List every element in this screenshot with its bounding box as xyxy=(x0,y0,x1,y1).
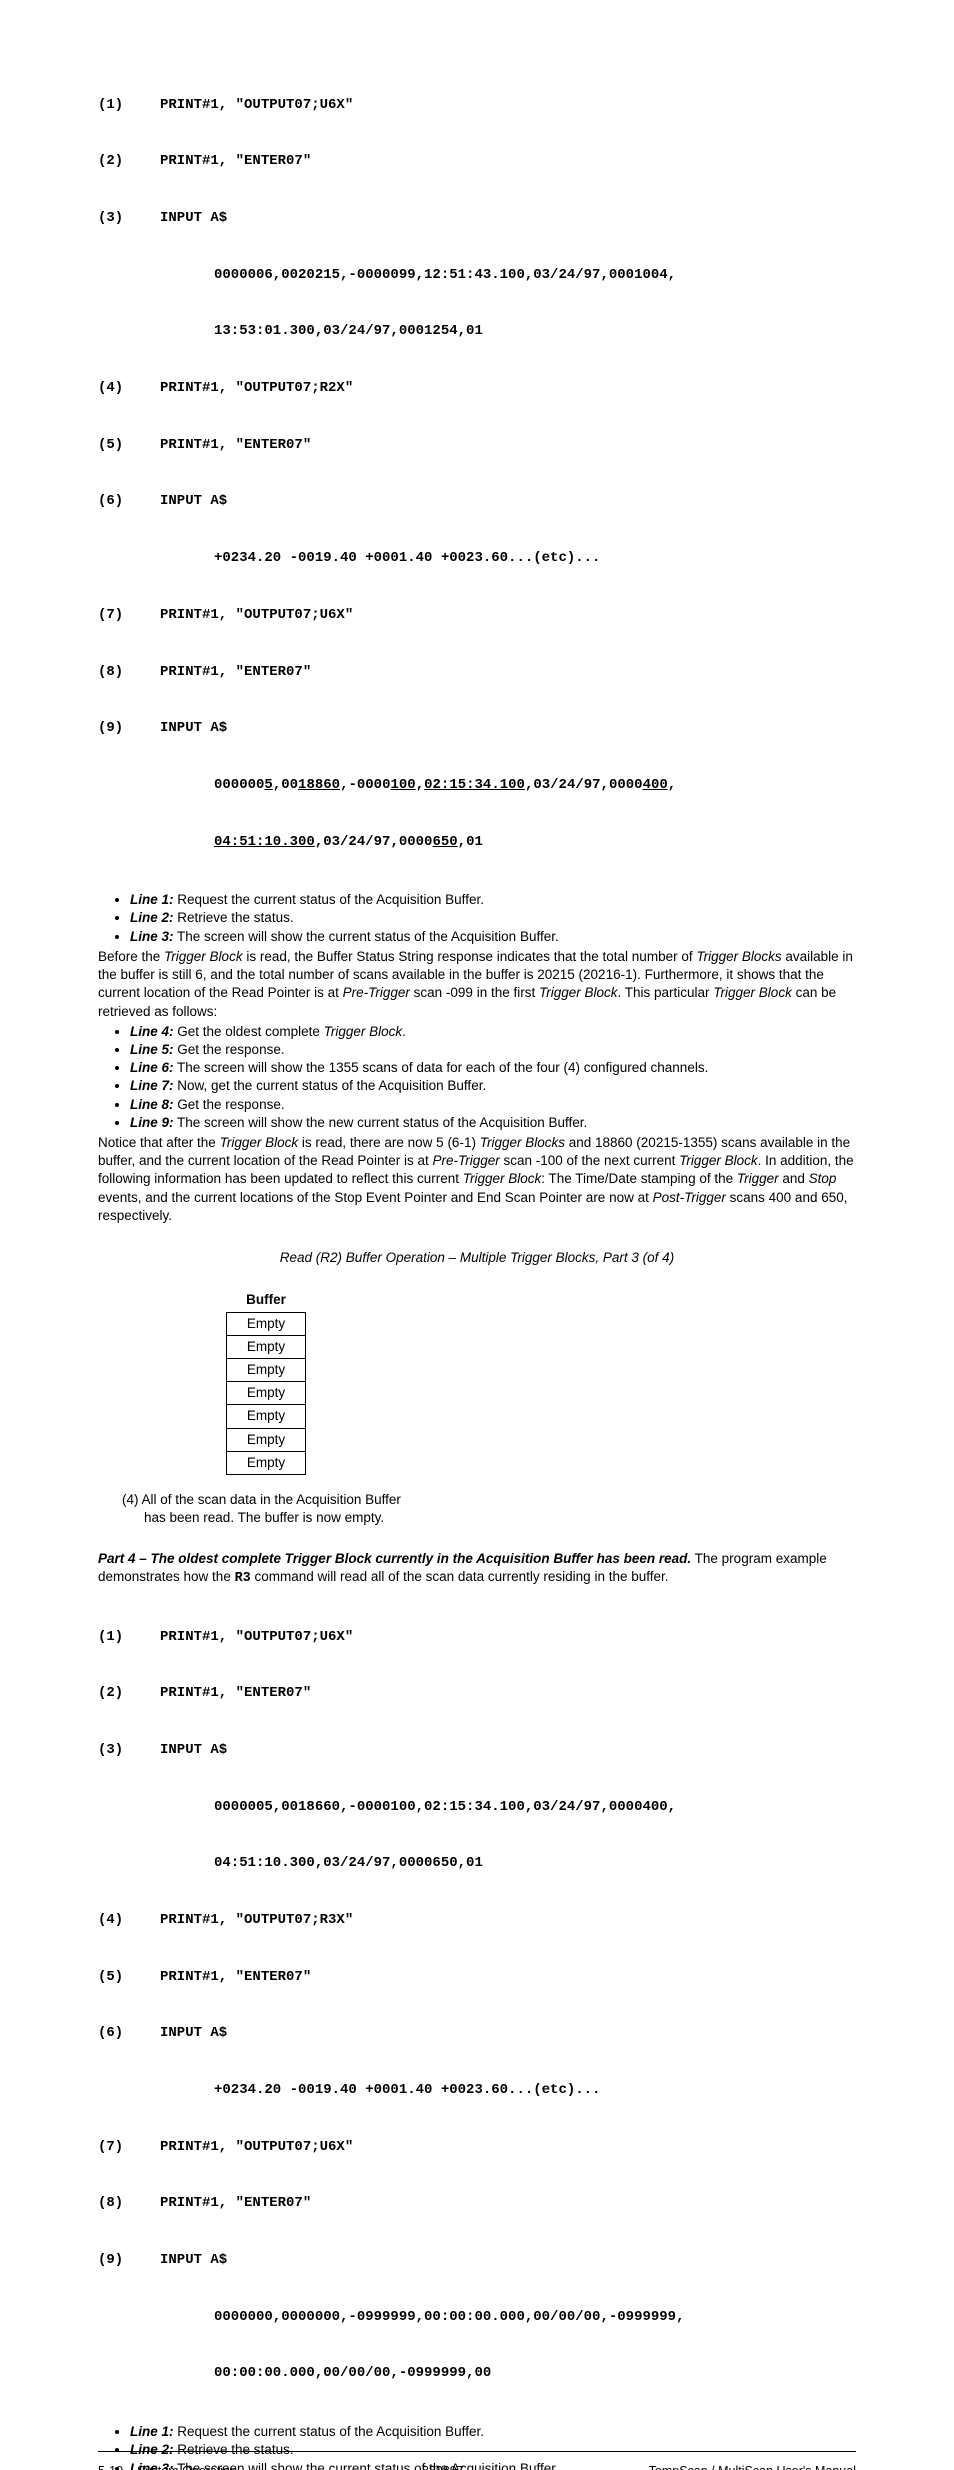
buffer-cell: Empty xyxy=(227,1312,306,1335)
code-output: 0000006,0020215,-0000099,12:51:43.100,03… xyxy=(214,266,676,285)
footer-center: 889897 xyxy=(422,2463,464,2470)
page-footer: 5-10 System Operation 889897 TempScan / … xyxy=(98,2463,856,2470)
code-output-underlined: 0000005,0018860,-0000100,02:15:34.100,03… xyxy=(214,776,676,795)
code-text: PRINT#1, "OUTPUT07;U6X" xyxy=(160,96,353,115)
buffer-note: (4) All of the scan data in the Acquisit… xyxy=(122,1491,856,1527)
code-num: (1) xyxy=(98,96,160,115)
part4-heading: Part 4 – The oldest complete Trigger Blo… xyxy=(98,1550,856,1588)
para-notice: Notice that after the Trigger Block is r… xyxy=(98,1134,856,1225)
code-block-b: (1)PRINT#1, "OUTPUT07;U6X" (2)PRINT#1, "… xyxy=(98,1590,856,2421)
footer-right: TempScan / MultiScan User's Manual xyxy=(649,2463,856,2470)
footer-left: 5-10 System Operation xyxy=(98,2463,237,2470)
bullets-a2: Line 4: Get the oldest complete Trigger … xyxy=(98,1023,856,1132)
figure-caption: Read (R2) Buffer Operation – Multiple Tr… xyxy=(98,1249,856,1267)
buffer-diagram: Buffer Empty Empty Empty Empty Empty Emp… xyxy=(98,1289,856,1475)
code-block-a: (1)PRINT#1, "OUTPUT07;U6X" (2)PRINT#1, "… xyxy=(98,58,856,889)
para-before: Before the Trigger Block is read, the Bu… xyxy=(98,948,856,1021)
buffer-header: Buffer xyxy=(227,1289,306,1312)
bullets-a1: Line 1: Request the current status of th… xyxy=(98,891,856,946)
buffer-table: Buffer Empty Empty Empty Empty Empty Emp… xyxy=(226,1289,306,1475)
page: (1)PRINT#1, "OUTPUT07;U6X" (2)PRINT#1, "… xyxy=(0,0,954,2470)
